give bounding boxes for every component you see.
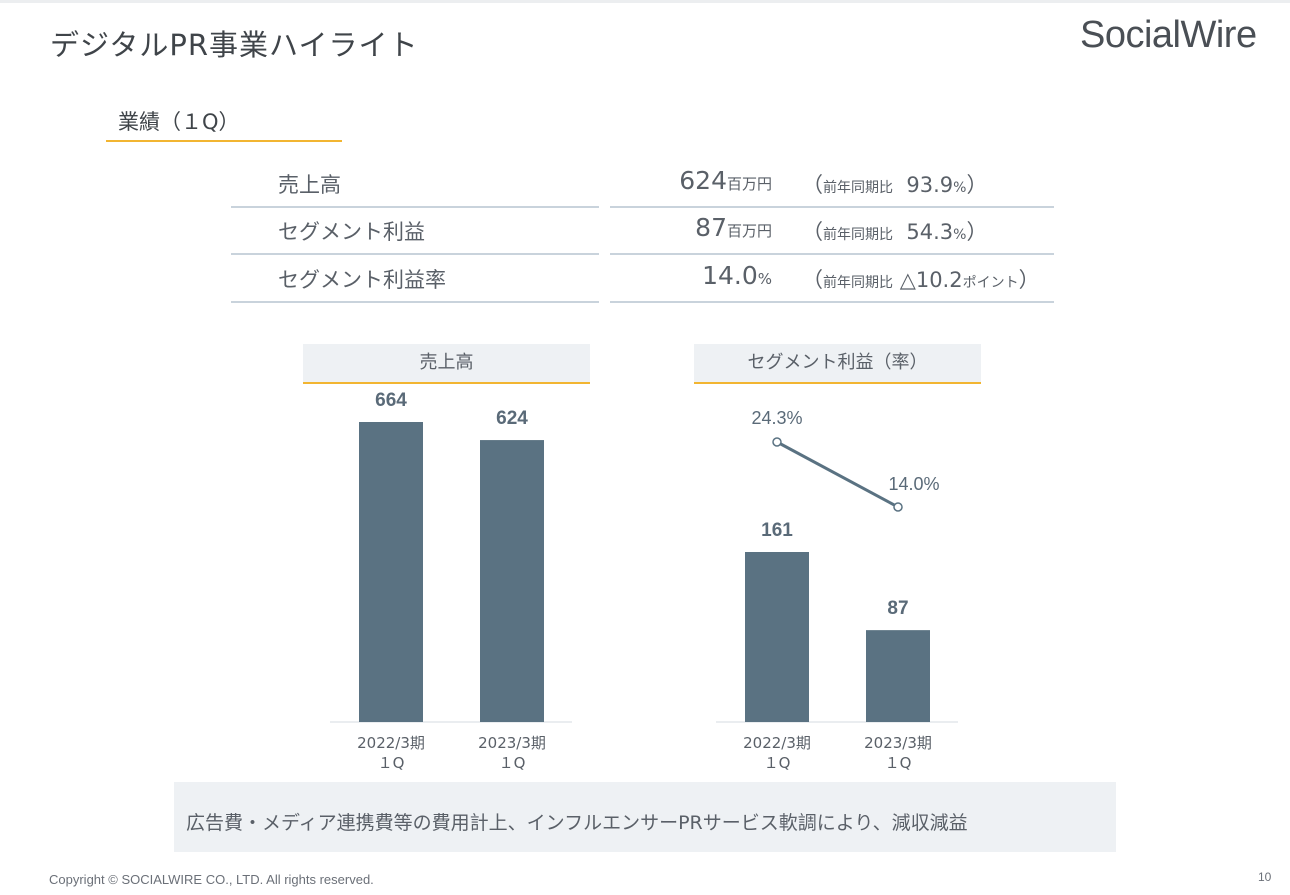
kpi-divider	[610, 253, 1054, 255]
kpi-yoy-close: ）	[1018, 268, 1040, 292]
x-tick-label: １Q	[885, 754, 912, 772]
kpi-number: 14.0	[702, 261, 758, 290]
socialwire-logo: SocialWire	[1080, 14, 1257, 56]
kpi-yoy: （前年同期比 54.3%）	[802, 216, 987, 246]
kpi-divider	[610, 301, 1054, 303]
x-tick-label: 2022/3期	[743, 734, 811, 752]
margin-point-label: 24.3%	[751, 408, 802, 428]
x-tick-label: １Q	[499, 754, 526, 772]
kpi-yoy-unit: %	[953, 227, 967, 243]
x-tick-label: １Q	[378, 754, 405, 772]
kpi-yoy-open: （	[802, 268, 823, 292]
top-border	[0, 0, 1290, 3]
kpi-yoy-prefix: 前年同期比	[823, 180, 893, 196]
margin-point	[893, 502, 903, 512]
x-tick-label: 2022/3期	[357, 734, 425, 752]
kpi-divider	[231, 253, 599, 255]
kpi-divider	[231, 206, 599, 208]
kpi-number: 87	[695, 213, 727, 242]
bar-value-label: 87	[887, 598, 908, 619]
bar	[359, 422, 423, 722]
bar	[745, 552, 809, 722]
kpi-number: 624	[679, 166, 727, 195]
kpi-yoy-unit: ポイント	[962, 275, 1019, 291]
kpi-value: 87百万円	[695, 213, 772, 242]
kpi-value: 14.0%	[702, 261, 772, 290]
kpi-yoy-prefix: 前年同期比	[823, 275, 893, 291]
bar-value-label: 161	[761, 520, 793, 541]
kpi-divider	[610, 206, 1054, 208]
section-label: 業績（１Q）	[118, 110, 240, 134]
margin-point-label: 14.0%	[888, 474, 939, 494]
kpi-yoy-close: ）	[966, 173, 988, 197]
kpi-divider	[231, 301, 599, 303]
kpi-unit: %	[757, 270, 772, 288]
x-tick-label: 2023/3期	[864, 734, 932, 752]
kpi-label: 売上高	[278, 173, 341, 197]
x-tick-label: 2023/3期	[478, 734, 546, 752]
kpi-yoy-value: 93.9	[906, 173, 954, 197]
page-number: 10	[1258, 870, 1272, 884]
kpi-yoy: （前年同期比 △10.2ポイント）	[802, 264, 1040, 294]
page-title: デジタルPR事業ハイライト	[50, 28, 419, 62]
bar	[866, 630, 930, 722]
kpi-value: 624百万円	[679, 166, 772, 195]
kpi-yoy-value: 54.3	[906, 220, 954, 244]
copyright-text: Copyright © SOCIALWIRE CO., LTD. All rig…	[49, 872, 374, 887]
summary-note-text: 広告費・メディア連携費等の費用計上、インフルエンサーPRサービス軟調により、減収…	[186, 812, 968, 834]
x-tick-label: １Q	[764, 754, 791, 772]
margin-line	[776, 440, 899, 509]
kpi-unit: 百万円	[726, 222, 772, 240]
kpi-yoy-open: （	[802, 220, 823, 244]
sales-chart-title: 売上高	[303, 344, 590, 384]
kpi-yoy-close: ）	[966, 220, 988, 244]
kpi-label: セグメント利益	[278, 220, 425, 244]
margin-point	[772, 437, 782, 447]
kpi-yoy-prefix: 前年同期比	[823, 227, 893, 243]
segment-profit-chart-title: セグメント利益（率）	[694, 344, 981, 384]
section-underline	[106, 140, 342, 142]
bar-value-label: 624	[496, 408, 528, 429]
kpi-unit: 百万円	[726, 175, 772, 193]
bar-value-label: 664	[375, 390, 407, 411]
kpi-yoy-value: △10.2	[899, 268, 963, 292]
bar	[480, 440, 544, 722]
kpi-yoy: （前年同期比 93.9%）	[802, 169, 987, 199]
kpi-label: セグメント利益率	[278, 268, 446, 292]
kpi-yoy-open: （	[802, 173, 823, 197]
kpi-yoy-unit: %	[953, 180, 967, 196]
summary-note-box: 広告費・メディア連携費等の費用計上、インフルエンサーPRサービス軟調により、減収…	[174, 782, 1116, 852]
